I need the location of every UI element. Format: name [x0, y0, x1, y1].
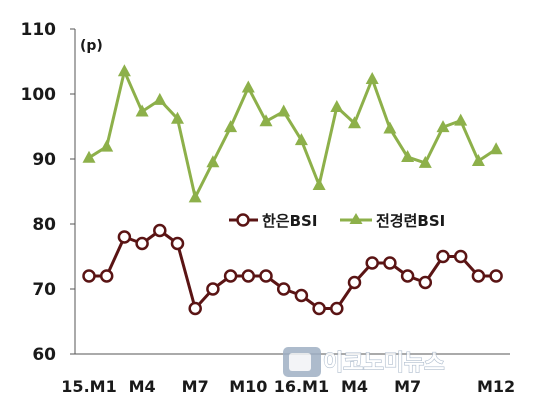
data-point	[294, 133, 308, 146]
data-point	[400, 269, 415, 283]
watermark-logo-inner	[289, 353, 311, 371]
data-point	[170, 236, 185, 251]
data-point	[489, 142, 503, 155]
data-point	[383, 256, 397, 270]
y-tick-label: 60	[32, 345, 56, 365]
x-tick-label: M7	[182, 377, 209, 396]
data-point	[224, 120, 238, 133]
data-point	[471, 269, 486, 283]
data-point	[401, 150, 415, 163]
legend-marker-hanun	[236, 213, 250, 227]
data-point	[188, 301, 202, 316]
data-point	[117, 64, 131, 77]
y-tick-label: 70	[32, 280, 56, 300]
x-tick-label: M7	[394, 377, 421, 396]
watermark-text: 이코노미뉴스	[323, 351, 444, 376]
data-point	[135, 104, 149, 117]
x-tick-label: M10	[229, 377, 267, 396]
watermark: 이코노미뉴스	[283, 347, 445, 377]
chart-axes	[74, 29, 510, 355]
y-tick-label: 80	[32, 215, 56, 235]
data-point	[223, 269, 238, 283]
data-point	[294, 288, 309, 303]
y-tick-label: 100	[21, 85, 57, 105]
data-point	[383, 121, 397, 134]
data-point	[471, 153, 485, 166]
data-point	[241, 80, 255, 93]
legend: 한은BSI 전경련BSI	[229, 212, 445, 230]
legend-label-hanun: 한은BSI	[262, 212, 317, 230]
series-line	[88, 69, 497, 199]
unit-label: (p)	[80, 38, 103, 54]
data-point	[436, 249, 450, 264]
series-hanun-bsi	[82, 223, 503, 316]
y-tick-label: 110	[21, 20, 57, 40]
legend-item-fki: 전경련BSI	[340, 212, 445, 230]
data-point	[259, 269, 273, 283]
data-point	[100, 139, 114, 152]
data-point	[277, 104, 291, 117]
data-point	[206, 282, 220, 296]
data-point	[489, 269, 503, 283]
data-point	[365, 72, 379, 85]
x-tick-label: 15.M1	[61, 377, 116, 396]
legend-marker-fki	[349, 213, 363, 224]
legend-label-fki: 전경련BSI	[376, 212, 445, 230]
x-ticks: 15.M1 M4 M7 M10 16.M1 M4 M7 M12	[61, 377, 515, 396]
series-fki-bsi	[82, 64, 503, 203]
data-point	[153, 92, 167, 105]
data-point	[312, 301, 326, 316]
data-point	[312, 178, 326, 190]
data-point	[171, 111, 184, 124]
data-point	[418, 155, 432, 168]
data-point	[330, 100, 344, 112]
data-point	[135, 236, 149, 251]
x-tick-label: 16.M1	[274, 377, 329, 396]
data-point	[436, 120, 450, 133]
data-point	[99, 269, 114, 283]
data-point	[82, 269, 96, 283]
data-point	[348, 116, 361, 129]
data-point	[347, 275, 362, 290]
data-point	[206, 155, 220, 168]
data-point	[276, 282, 291, 296]
data-point	[153, 223, 167, 238]
y-tick-label: 90	[32, 150, 56, 170]
legend-item-hanun: 한은BSI	[229, 212, 317, 230]
data-point	[454, 113, 468, 126]
x-tick-label: M4	[129, 377, 156, 396]
series-layer	[82, 64, 503, 316]
data-point	[453, 249, 468, 264]
data-point	[365, 256, 379, 270]
x-tick-label: M12	[477, 377, 515, 396]
data-point	[330, 301, 344, 316]
x-tick-label: M4	[341, 377, 368, 396]
data-point	[241, 269, 256, 283]
y-ticks: 110 100 90 80 70 60	[21, 20, 75, 365]
data-point	[188, 190, 202, 203]
data-point	[259, 114, 273, 127]
data-point	[418, 275, 433, 290]
data-point	[117, 230, 132, 244]
data-point	[82, 150, 96, 163]
series-line	[89, 229, 497, 310]
